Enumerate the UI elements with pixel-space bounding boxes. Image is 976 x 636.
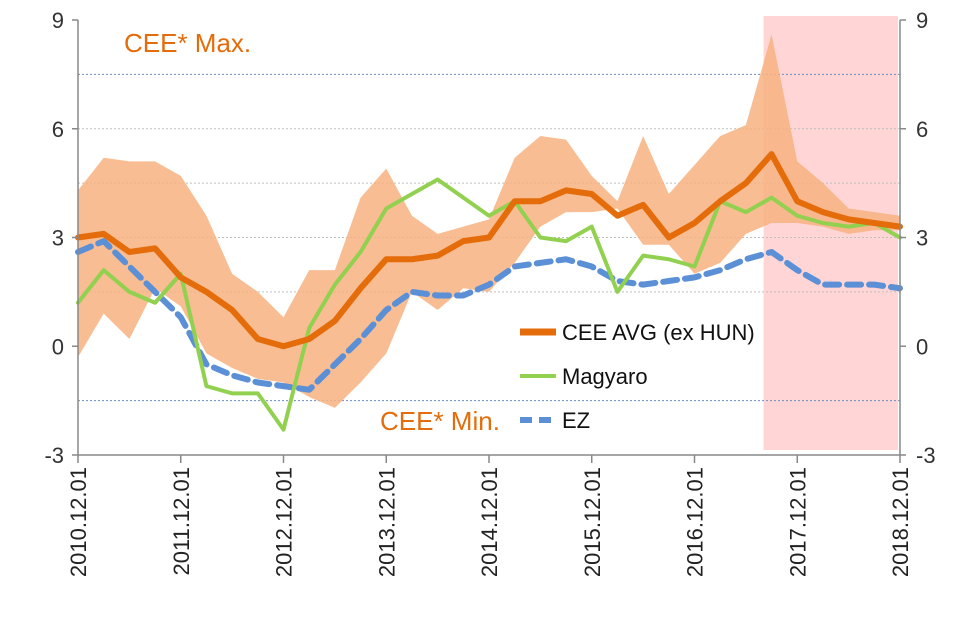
x-tick-label: 2014.12.01 xyxy=(477,467,502,577)
y-tick-label-right: -3 xyxy=(916,443,936,468)
series-line-ez xyxy=(75,238,903,393)
cee-min-max-band xyxy=(78,34,900,408)
y-tick-label-left: 9 xyxy=(52,8,64,33)
series-line-cee-avg xyxy=(75,151,903,350)
x-tick-label: 2012.12.01 xyxy=(272,467,297,577)
forecast-region xyxy=(763,16,898,450)
legend-label-ez: EZ xyxy=(562,408,590,433)
x-tick-label: 2010.12.01 xyxy=(66,467,91,577)
legend-label-cee-avg: CEE AVG (ex HUN) xyxy=(562,320,755,345)
series-line-magyaro xyxy=(76,177,902,432)
y-tick-label-left: 3 xyxy=(52,226,64,251)
legend-label-magyaro: Magyaro xyxy=(562,364,648,389)
y-tick-label-right: 9 xyxy=(916,8,928,33)
x-tick-label: 2015.12.01 xyxy=(580,467,605,577)
legend: CEE AVG (ex HUN) Magyaro EZ xyxy=(520,320,755,433)
x-tick-label: 2011.12.01 xyxy=(169,467,194,575)
y-tick-label-left: 6 xyxy=(52,117,64,142)
x-tick-label: 2018.12.01 xyxy=(888,467,913,577)
y-tick-label-left: -3 xyxy=(44,443,64,468)
band-layer xyxy=(78,34,900,408)
series-layer xyxy=(75,151,903,432)
y-tick-label-right: 0 xyxy=(916,334,928,359)
y-tick-label-right: 6 xyxy=(916,117,928,142)
y-tick-label-right: 3 xyxy=(916,226,928,251)
x-tick-label: 2013.12.01 xyxy=(374,467,399,577)
band-max-label: CEE* Max. xyxy=(124,28,251,58)
forecast-region-layer xyxy=(763,16,898,450)
x-tick-label: 2016.12.01 xyxy=(683,467,708,577)
x-tick-label: 2017.12.01 xyxy=(785,467,810,577)
y-tick-label-left: 0 xyxy=(52,334,64,359)
band-min-label: CEE* Min. xyxy=(380,406,500,436)
